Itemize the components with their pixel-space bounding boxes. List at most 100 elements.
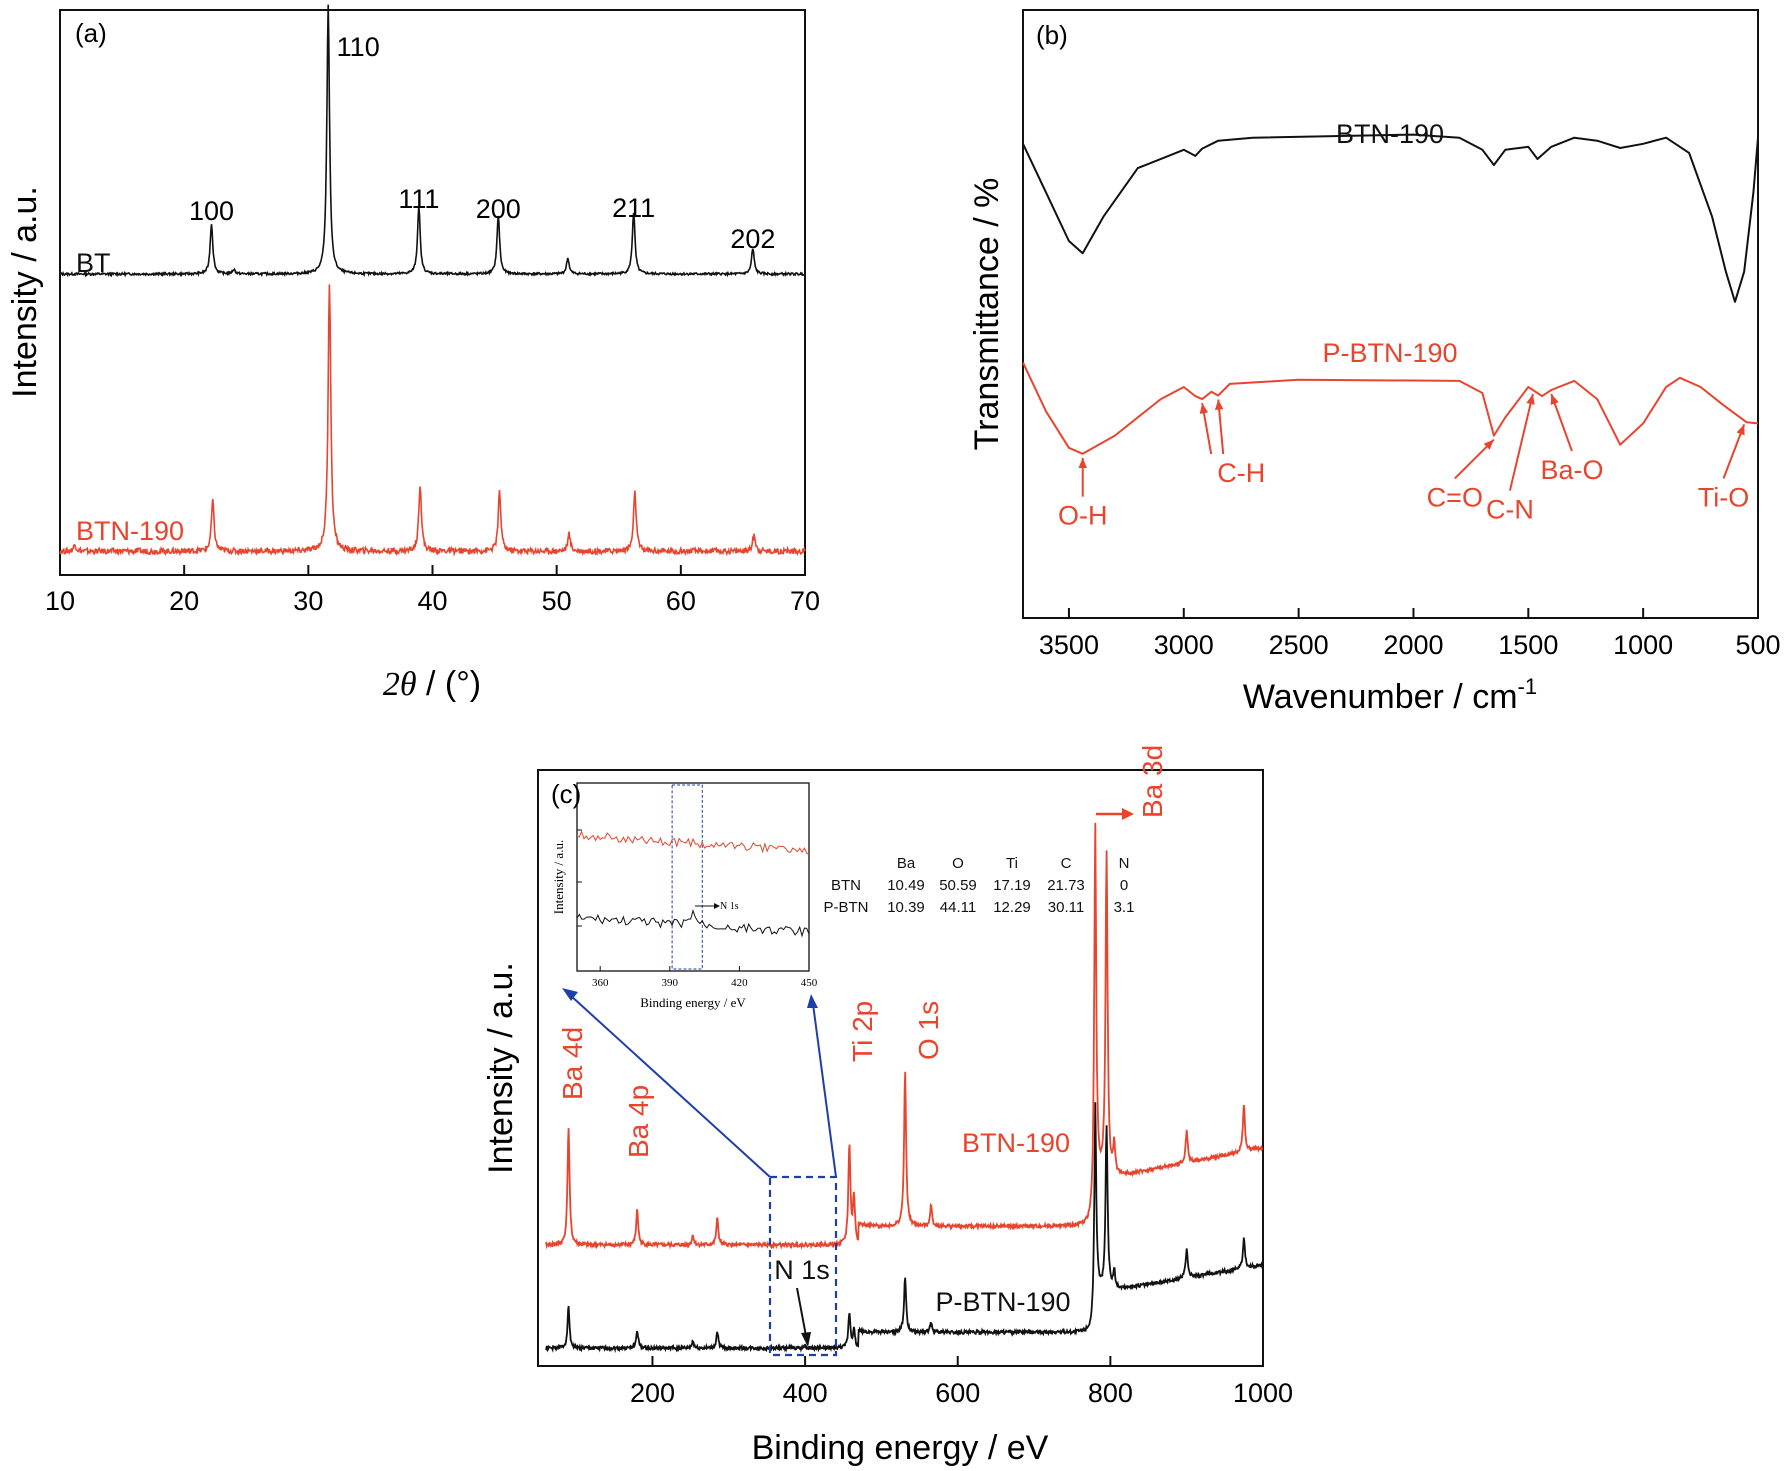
- panel-b-annotation-label: C-H: [1217, 458, 1265, 488]
- panel-c-xtick-label: 600: [935, 1378, 980, 1408]
- panel-c-series-label-btn190: BTN-190: [962, 1128, 1070, 1158]
- panel-b-annotations: O-H C-H C=O C-NBa-O Ti-O: [1058, 393, 1749, 531]
- panel-a-xlabel-unit: / (°): [417, 665, 482, 703]
- panel-c-table-cell: 30.11: [1048, 899, 1084, 916]
- panel-c-ba3d-arrow-head: [1122, 808, 1134, 820]
- panel-c-n1s-label: N 1s: [774, 1255, 830, 1285]
- panel-b-annotation-arrow-head: [1526, 394, 1535, 405]
- panel-b-annotation-label: C-N: [1486, 495, 1534, 525]
- panel-c-peak-label: Ti 2p: [847, 1001, 878, 1062]
- panel-c-table-cell: 21.73: [1047, 877, 1085, 894]
- panel-c-zoom-arrow-right-head: [807, 994, 818, 1008]
- panel-c-table-cell: 10.39: [887, 899, 925, 916]
- panel-b-annotation-label: Ti-O: [1698, 482, 1749, 512]
- panel-a-xlabel: 2θ / (°): [383, 665, 481, 703]
- panel-a-ylabel: Intensity / a.u.: [6, 186, 44, 398]
- panel-c-frame: [537, 769, 1264, 1367]
- panel-a-xtick-label: 50: [542, 586, 572, 616]
- panel-a-peak-label: 200: [476, 194, 521, 224]
- panel-c-inset-frame: [576, 782, 810, 972]
- panel-c-xtick-label: 400: [783, 1378, 828, 1408]
- panel-b-series-label-pbtn190: P-BTN-190: [1322, 338, 1457, 368]
- panel-c-table-cell: 3.1: [1114, 899, 1135, 916]
- panel-b-xtick-label: 500: [1735, 630, 1780, 660]
- panel-a-xticks: 10 20 30 40 50 60 70: [45, 565, 820, 616]
- panel-c-n1s-zoom-box: [768, 1175, 838, 1357]
- panel-b-xtick-label: 1000: [1613, 630, 1673, 660]
- panel-a-label: (a): [75, 18, 107, 48]
- panel-c-inset-series-pbtn190: [576, 909, 810, 938]
- panel-b-series-p-btn-190: [1022, 362, 1759, 455]
- panel-c-n1s-arrow: [796, 1287, 807, 1337]
- panel-c-n1s-arrow-head: [801, 1332, 811, 1347]
- panel-c-series-label-pbtn190: P-BTN-190: [935, 1287, 1070, 1317]
- panel-a-xtick-label: 30: [293, 586, 323, 616]
- panel-a-series: [59, 4, 806, 557]
- panel-c-peak-label: Ba 3d: [1137, 745, 1168, 818]
- panel-a-peak-label: 202: [730, 224, 775, 254]
- panel-c-peak-labels: Ba 4d Ba 4p Ti 2p O 1s Ba 3d: [557, 745, 1168, 1158]
- panel-c-table-cell: 0: [1120, 877, 1128, 894]
- panel-c-peak-label: Ba 4p: [623, 1085, 654, 1158]
- panel-c-inset-highlight: [671, 784, 703, 970]
- panel-c-zoom-arrow-left: [569, 994, 771, 1178]
- panel-c-inset: 360 390 420 450 Binding energy / eV Intensi…: [551, 782, 818, 1010]
- panel-c-table-cell: 50.59: [939, 877, 977, 894]
- panel-b-annotation-arrow-head: [1078, 457, 1088, 468]
- panel-b-xtick-label: 3500: [1039, 630, 1099, 660]
- panel-c-label: (c): [551, 779, 581, 809]
- panel-c-inset-n1s-arrow-head: [714, 903, 720, 909]
- panel-b-xtick-label: 2000: [1383, 630, 1443, 660]
- panel-b-annotation-arrow-head: [1199, 403, 1209, 414]
- panel-b-xlabel-text: Wavenumber / cm: [1243, 678, 1518, 716]
- panel-b-xticks: 3500 3000 2500 2000 1500 1000 500: [1039, 608, 1781, 660]
- panel-c-inset-xtick-label: 420: [731, 977, 748, 989]
- panel-c-table-header: Ba: [897, 855, 916, 872]
- panel-a-xlabel-symbol: 2θ: [383, 666, 417, 703]
- panel-c-zoom-arrow-left-head: [562, 988, 578, 1001]
- panel-c-series-btn-190: [545, 822, 1264, 1250]
- panel-c-inset-xtick-label: 450: [801, 977, 818, 989]
- panel-b-series-label-btn190: BTN-190: [1336, 119, 1444, 149]
- panel-a-xtick-label: 70: [790, 586, 820, 616]
- panel-c-table-row-label: BTN: [831, 877, 861, 894]
- panel-b-series: [1022, 133, 1759, 455]
- panel-c-peak-label: Ba 4d: [557, 1027, 588, 1100]
- panel-b-xtick-label: 1500: [1498, 630, 1558, 660]
- panel-b-series-btn-190: [1022, 133, 1759, 303]
- panel-c-table-header: C: [1061, 855, 1072, 872]
- panel-c-table-cell: 12.29: [993, 899, 1031, 916]
- panel-a-series-label-btn190: BTN-190: [76, 516, 184, 546]
- panel-c-inset-xticks: 360 390 420 450: [577, 829, 818, 989]
- panel-c-inset-xlabel: Binding energy / eV: [640, 995, 746, 1010]
- panel-b-annotation-label: Ba-O: [1540, 455, 1603, 485]
- panel-c-table-cell: 10.49: [887, 877, 925, 894]
- panel-a-frame: [59, 9, 806, 576]
- panel-c-zoom-arrow-right: [812, 1003, 837, 1178]
- panel-c-xlabel: Binding energy / eV: [752, 1429, 1049, 1467]
- panel-c-inset-series-btn190: [576, 830, 810, 855]
- panel-b-annotation-arrow-head: [1736, 424, 1745, 436]
- panel-c-inset-n1s-label: N 1s: [720, 901, 739, 912]
- panel-a-peak-label: 110: [337, 32, 380, 62]
- panel-b-annotation-arrow-head: [1483, 439, 1494, 450]
- panel-a-xtick-label: 60: [666, 586, 696, 616]
- panel-c-inset-series: [576, 830, 810, 938]
- panel-a-xrd: (a) 10 20 30 40 50 60 70 100 110 111 200 211 202 BT…: [6, 4, 820, 703]
- panel-c-inset-ylabel: Intensity / a.u.: [551, 840, 566, 914]
- panel-a-xtick-label: 20: [169, 586, 199, 616]
- panel-b-xtick-label: 3000: [1154, 630, 1214, 660]
- panel-a-series-label-bt: BT: [76, 248, 111, 278]
- panel-c-table-header: O: [952, 855, 964, 872]
- panel-a-peak-label: 111: [398, 184, 439, 214]
- panel-b-xlabel-sup: -1: [1518, 674, 1538, 699]
- panel-b-xlabel: Wavenumber / cm-1: [1243, 674, 1537, 716]
- panel-c-series: [545, 822, 1264, 1354]
- panel-c-inset-xtick-label: 390: [662, 977, 679, 989]
- panel-b-annotation-arrow-head: [1214, 399, 1224, 410]
- panel-c-ylabel: Intensity / a.u.: [482, 962, 520, 1174]
- panel-c-xtick-label: 800: [1088, 1378, 1133, 1408]
- panel-a-series-bt: [59, 4, 806, 278]
- panel-a-series-btn-190: [59, 284, 806, 557]
- panel-b-annotation-arrow: [1508, 393, 1534, 491]
